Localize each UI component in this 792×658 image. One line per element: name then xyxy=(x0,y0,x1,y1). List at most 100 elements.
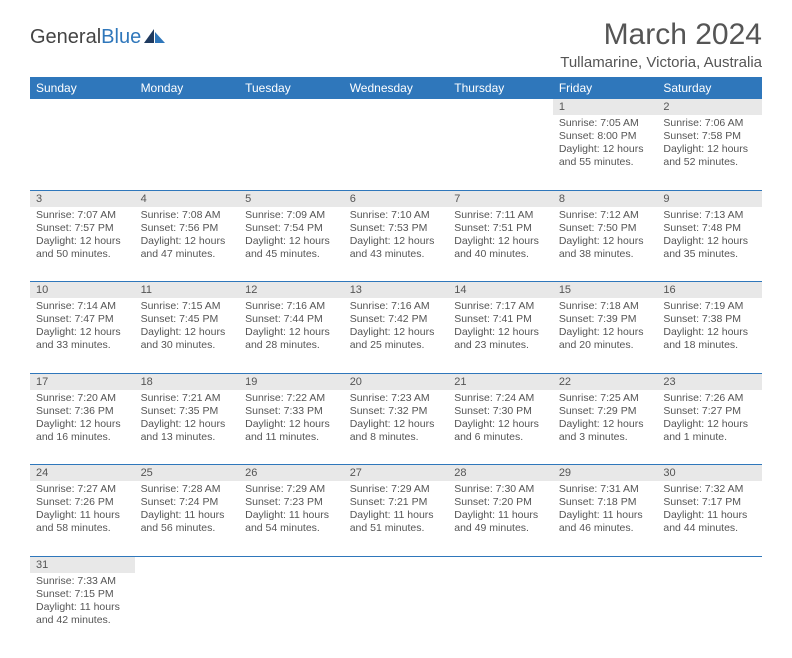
week-row: Sunrise: 7:20 AMSunset: 7:36 PMDaylight:… xyxy=(30,390,762,465)
daynum-row: 24252627282930 xyxy=(30,465,762,482)
day-number-cell: 14 xyxy=(448,282,553,299)
day-number-cell xyxy=(657,556,762,573)
day-detail: Sunrise: 7:13 AMSunset: 7:48 PMDaylight:… xyxy=(657,207,762,266)
day-detail: Sunrise: 7:20 AMSunset: 7:36 PMDaylight:… xyxy=(30,390,135,449)
day-cell: Sunrise: 7:21 AMSunset: 7:35 PMDaylight:… xyxy=(135,390,240,465)
day-number-cell: 29 xyxy=(553,465,658,482)
day-number-cell: 11 xyxy=(135,282,240,299)
day-cell: Sunrise: 7:27 AMSunset: 7:26 PMDaylight:… xyxy=(30,481,135,556)
day-cell: Sunrise: 7:18 AMSunset: 7:39 PMDaylight:… xyxy=(553,298,658,373)
day-header: Friday xyxy=(553,77,658,99)
day-number-cell: 13 xyxy=(344,282,449,299)
day-detail: Sunrise: 7:31 AMSunset: 7:18 PMDaylight:… xyxy=(553,481,658,540)
day-number-cell: 24 xyxy=(30,465,135,482)
day-number-cell xyxy=(344,99,449,115)
day-number-cell: 28 xyxy=(448,465,553,482)
day-cell: Sunrise: 7:10 AMSunset: 7:53 PMDaylight:… xyxy=(344,207,449,282)
day-detail: Sunrise: 7:25 AMSunset: 7:29 PMDaylight:… xyxy=(553,390,658,449)
day-detail: Sunrise: 7:08 AMSunset: 7:56 PMDaylight:… xyxy=(135,207,240,266)
day-cell: Sunrise: 7:29 AMSunset: 7:23 PMDaylight:… xyxy=(239,481,344,556)
week-row: Sunrise: 7:27 AMSunset: 7:26 PMDaylight:… xyxy=(30,481,762,556)
day-header: Monday xyxy=(135,77,240,99)
day-number-cell: 5 xyxy=(239,190,344,207)
day-number-cell xyxy=(553,556,658,573)
day-number-cell: 23 xyxy=(657,373,762,390)
day-number-cell: 15 xyxy=(553,282,658,299)
day-number-cell: 20 xyxy=(344,373,449,390)
sail-icon xyxy=(144,29,166,45)
day-number-cell: 7 xyxy=(448,190,553,207)
day-number-cell xyxy=(239,556,344,573)
day-detail: Sunrise: 7:23 AMSunset: 7:32 PMDaylight:… xyxy=(344,390,449,449)
day-detail: Sunrise: 7:28 AMSunset: 7:24 PMDaylight:… xyxy=(135,481,240,540)
day-cell: Sunrise: 7:29 AMSunset: 7:21 PMDaylight:… xyxy=(344,481,449,556)
day-number-cell: 19 xyxy=(239,373,344,390)
day-header: Thursday xyxy=(448,77,553,99)
day-number-cell: 9 xyxy=(657,190,762,207)
day-cell: Sunrise: 7:07 AMSunset: 7:57 PMDaylight:… xyxy=(30,207,135,282)
day-number-cell: 2 xyxy=(657,99,762,115)
day-cell: Sunrise: 7:30 AMSunset: 7:20 PMDaylight:… xyxy=(448,481,553,556)
day-number-cell: 22 xyxy=(553,373,658,390)
day-detail: Sunrise: 7:27 AMSunset: 7:26 PMDaylight:… xyxy=(30,481,135,540)
week-row: Sunrise: 7:07 AMSunset: 7:57 PMDaylight:… xyxy=(30,207,762,282)
daynum-row: 31 xyxy=(30,556,762,573)
day-number-cell xyxy=(239,99,344,115)
daynum-row: 3456789 xyxy=(30,190,762,207)
day-detail: Sunrise: 7:26 AMSunset: 7:27 PMDaylight:… xyxy=(657,390,762,449)
calendar-table: SundayMondayTuesdayWednesdayThursdayFrid… xyxy=(30,77,762,648)
logo: GeneralBlue xyxy=(30,18,166,49)
day-number-cell: 26 xyxy=(239,465,344,482)
day-cell xyxy=(135,573,240,648)
day-cell: Sunrise: 7:25 AMSunset: 7:29 PMDaylight:… xyxy=(553,390,658,465)
day-cell: Sunrise: 7:32 AMSunset: 7:17 PMDaylight:… xyxy=(657,481,762,556)
page-title: March 2024 xyxy=(560,18,762,52)
day-cell: Sunrise: 7:19 AMSunset: 7:38 PMDaylight:… xyxy=(657,298,762,373)
day-number-cell: 3 xyxy=(30,190,135,207)
day-cell: Sunrise: 7:14 AMSunset: 7:47 PMDaylight:… xyxy=(30,298,135,373)
day-detail: Sunrise: 7:30 AMSunset: 7:20 PMDaylight:… xyxy=(448,481,553,540)
title-block: March 2024 Tullamarine, Victoria, Austra… xyxy=(560,18,762,71)
day-cell xyxy=(135,115,240,190)
week-row: Sunrise: 7:14 AMSunset: 7:47 PMDaylight:… xyxy=(30,298,762,373)
day-detail: Sunrise: 7:18 AMSunset: 7:39 PMDaylight:… xyxy=(553,298,658,357)
day-detail: Sunrise: 7:21 AMSunset: 7:35 PMDaylight:… xyxy=(135,390,240,449)
day-number-cell: 30 xyxy=(657,465,762,482)
day-detail: Sunrise: 7:17 AMSunset: 7:41 PMDaylight:… xyxy=(448,298,553,357)
day-cell: Sunrise: 7:24 AMSunset: 7:30 PMDaylight:… xyxy=(448,390,553,465)
day-cell: Sunrise: 7:08 AMSunset: 7:56 PMDaylight:… xyxy=(135,207,240,282)
calendar-page: GeneralBlue March 2024 Tullamarine, Vict… xyxy=(0,0,792,658)
day-cell xyxy=(30,115,135,190)
day-cell xyxy=(657,573,762,648)
day-cell: Sunrise: 7:09 AMSunset: 7:54 PMDaylight:… xyxy=(239,207,344,282)
day-cell: Sunrise: 7:05 AMSunset: 8:00 PMDaylight:… xyxy=(553,115,658,190)
day-detail: Sunrise: 7:05 AMSunset: 8:00 PMDaylight:… xyxy=(553,115,658,174)
day-cell: Sunrise: 7:11 AMSunset: 7:51 PMDaylight:… xyxy=(448,207,553,282)
daynum-row: 10111213141516 xyxy=(30,282,762,299)
day-cell xyxy=(553,573,658,648)
day-number-cell: 21 xyxy=(448,373,553,390)
day-cell: Sunrise: 7:26 AMSunset: 7:27 PMDaylight:… xyxy=(657,390,762,465)
page-header: GeneralBlue March 2024 Tullamarine, Vict… xyxy=(30,18,762,71)
day-cell: Sunrise: 7:16 AMSunset: 7:42 PMDaylight:… xyxy=(344,298,449,373)
day-number-cell: 18 xyxy=(135,373,240,390)
day-number-cell: 10 xyxy=(30,282,135,299)
day-number-cell: 17 xyxy=(30,373,135,390)
day-number-cell: 6 xyxy=(344,190,449,207)
day-header: Wednesday xyxy=(344,77,449,99)
day-cell xyxy=(448,115,553,190)
day-detail: Sunrise: 7:11 AMSunset: 7:51 PMDaylight:… xyxy=(448,207,553,266)
day-number-cell: 27 xyxy=(344,465,449,482)
day-number-cell: 1 xyxy=(553,99,658,115)
day-detail: Sunrise: 7:10 AMSunset: 7:53 PMDaylight:… xyxy=(344,207,449,266)
day-cell xyxy=(239,115,344,190)
day-detail: Sunrise: 7:22 AMSunset: 7:33 PMDaylight:… xyxy=(239,390,344,449)
day-cell xyxy=(448,573,553,648)
day-detail: Sunrise: 7:19 AMSunset: 7:38 PMDaylight:… xyxy=(657,298,762,357)
day-header: Tuesday xyxy=(239,77,344,99)
day-cell: Sunrise: 7:17 AMSunset: 7:41 PMDaylight:… xyxy=(448,298,553,373)
day-cell: Sunrise: 7:33 AMSunset: 7:15 PMDaylight:… xyxy=(30,573,135,648)
location: Tullamarine, Victoria, Australia xyxy=(560,54,762,71)
day-cell: Sunrise: 7:12 AMSunset: 7:50 PMDaylight:… xyxy=(553,207,658,282)
day-number-cell xyxy=(135,556,240,573)
